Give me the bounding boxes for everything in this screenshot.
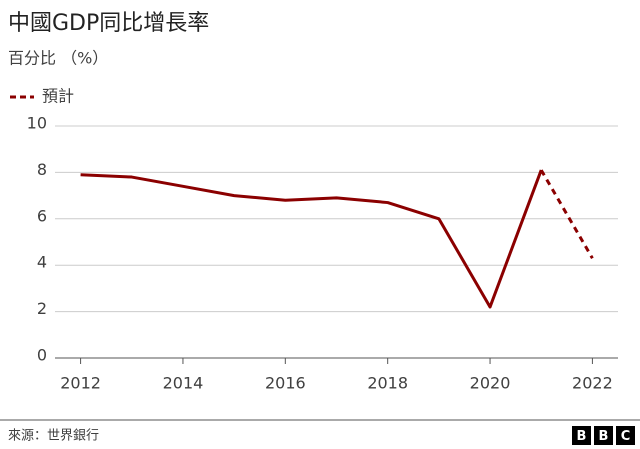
y-tick-label: 2 xyxy=(37,299,47,318)
x-tick-label: 2012 xyxy=(60,374,101,393)
logo-box xyxy=(572,426,591,445)
y-tick-label: 4 xyxy=(37,253,47,272)
y-tick-label: 8 xyxy=(37,160,47,179)
chart-subtitle: 百分比 （%） xyxy=(8,49,108,68)
logo-letter: C xyxy=(621,429,631,444)
x-tick-label: 2020 xyxy=(470,374,511,393)
x-tick-label: 2018 xyxy=(367,374,408,393)
y-tick-label: 10 xyxy=(27,114,47,133)
y-tick-label: 6 xyxy=(37,206,47,225)
x-tick-label: 2014 xyxy=(163,374,204,393)
data-line xyxy=(80,169,543,309)
legend-label: 預計 xyxy=(42,87,74,106)
x-tick-label: 2022 xyxy=(572,374,613,393)
source: 來源：世界銀行 xyxy=(8,429,99,444)
chart-title: 中國GDP同比增長率 xyxy=(8,11,209,36)
y-tick-label: 0 xyxy=(37,346,47,365)
logo-box xyxy=(616,426,635,445)
x-tick-label: 2016 xyxy=(265,374,306,393)
logo-box xyxy=(594,426,613,445)
data-line xyxy=(539,169,594,259)
logo-letter: B xyxy=(599,429,609,444)
logo-letter: B xyxy=(577,429,587,444)
